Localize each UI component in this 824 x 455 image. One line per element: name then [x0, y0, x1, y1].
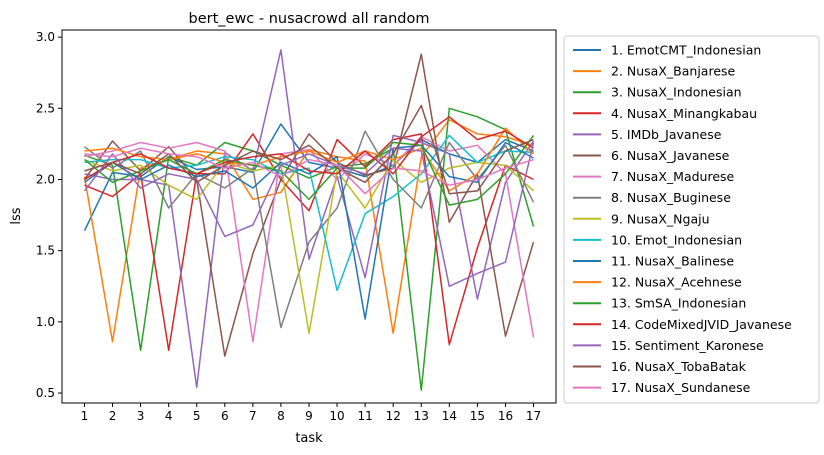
x-tick-label: 6	[221, 409, 229, 423]
legend-label: 11. NusaX_Balinese	[611, 254, 734, 269]
y-tick-label: 2.0	[36, 172, 55, 186]
x-tick-label: 11	[357, 409, 372, 423]
series-line-12	[84, 127, 535, 192]
x-tick-label: 14	[442, 409, 457, 423]
x-tick-label: 4	[165, 409, 173, 423]
x-tick-label: 17	[526, 409, 541, 423]
y-tick-label: 3.0	[36, 30, 55, 44]
legend-label: 17. NusaX_Sundanese	[611, 380, 751, 395]
series-line-7	[84, 136, 535, 343]
x-tick-label: 5	[193, 409, 201, 423]
y-tick-label: 1.5	[36, 244, 55, 258]
series-line-5	[84, 49, 535, 389]
legend-label: 7. NusaX_Madurese	[611, 169, 735, 184]
series-line-17	[84, 147, 534, 195]
legend: 1. EmotCMT_Indonesian 2. NusaX_Banjarese 3…	[563, 35, 820, 404]
y-tick-label: 2.5	[36, 101, 55, 115]
series-line-11	[84, 141, 534, 320]
legend-label: 4. NusaX_Minangkabau	[611, 106, 757, 121]
x-axis: 1 2 3 4 5 6 7 8 9 10 11 12 13 14 15 16 17	[81, 403, 541, 423]
chart-title: bert_ewc - nusacrowd all random	[189, 11, 430, 27]
legend-label: 16. NusaX_TobaBatak	[611, 359, 747, 374]
legend-label: 12. NusaX_Acehnese	[611, 275, 742, 290]
legend-label: 6. NusaX_Javanese	[611, 148, 730, 163]
legend-label: 9. NusaX_Ngaju	[611, 211, 710, 226]
legend-label: 2. NusaX_Banjarese	[611, 64, 736, 79]
legend-label: 8. NusaX_Buginese	[611, 190, 731, 205]
legend-label: 3. NusaX_Indonesian	[611, 85, 742, 100]
series-line-14	[84, 116, 534, 181]
plot-frame	[61, 29, 557, 404]
series-line-10	[84, 134, 534, 292]
y-axis-label: lss	[9, 207, 24, 224]
legend-label: 1. EmotCMT_Indonesian	[611, 43, 761, 58]
x-tick-label: 15	[470, 409, 485, 423]
x-tick-label: 2	[109, 409, 117, 423]
legend-label: 15. Sentiment_Karonese	[611, 338, 764, 353]
series-line-2	[83, 118, 534, 343]
x-tick-label: 12	[386, 409, 401, 423]
series-line-6	[83, 53, 535, 357]
series-line-15	[83, 142, 535, 288]
x-axis-label: task	[295, 431, 323, 446]
series-layer	[83, 49, 535, 391]
x-tick-label: 7	[249, 409, 257, 423]
series-line-8	[84, 130, 535, 329]
x-tick-label: 16	[498, 409, 513, 423]
legend-label: 10. Emot_Indonesian	[611, 232, 742, 247]
series-line-16	[84, 104, 534, 195]
legend-frame	[563, 35, 820, 404]
y-tick-label: 1.0	[36, 315, 55, 329]
legend-label: 13. SmSA_Indonesian	[611, 296, 746, 311]
y-axis: 0.5 1.0 1.5 2.0 2.5 3.0	[36, 30, 62, 400]
x-tick-label: 13	[414, 409, 429, 423]
y-tick-label: 0.5	[36, 386, 55, 400]
x-tick-label: 10	[329, 409, 344, 423]
legend-label: 5. IMDb_Javanese	[611, 127, 722, 142]
series-line-3	[84, 107, 535, 391]
x-tick-label: 9	[305, 409, 313, 423]
x-tick-label: 3	[137, 409, 145, 423]
x-tick-label: 1	[81, 409, 89, 423]
legend-label: 14. CodeMixedJVID_Javanese	[611, 317, 792, 332]
plot-area	[61, 29, 557, 404]
series-line-4	[84, 133, 534, 352]
x-tick-label: 8	[277, 409, 285, 423]
